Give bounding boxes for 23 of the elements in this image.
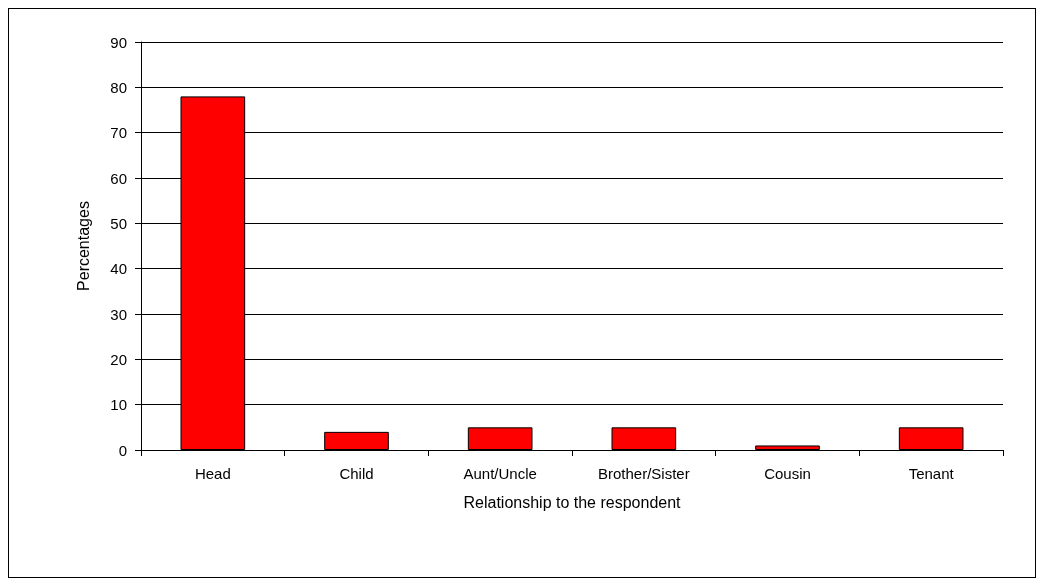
x-tick-label: Head: [194, 465, 231, 482]
bar: [755, 445, 820, 450]
y-tick-label: 20: [110, 350, 127, 368]
y-axis-title: Percentages: [74, 201, 92, 291]
x-tick-label: Brother/Sister: [597, 465, 690, 482]
x-axis-title: Relationship to the respondent: [463, 493, 682, 511]
bar: [898, 427, 964, 450]
y-tick-label: 60: [110, 169, 127, 187]
y-tick-label: 70: [110, 124, 127, 142]
x-tick-label: Cousin: [764, 465, 811, 482]
bar: [324, 431, 389, 450]
y-tick-label: 30: [110, 305, 127, 323]
x-tick-label: Child: [339, 465, 374, 482]
y-tick-label: 40: [110, 260, 127, 278]
x-tick-label: Aunt/Uncle: [463, 465, 537, 482]
y-tick-label: 90: [110, 33, 127, 51]
bar: [467, 427, 533, 450]
y-tick-label: 80: [110, 78, 127, 96]
bar: [611, 427, 677, 450]
y-tick-label: 0: [118, 441, 127, 459]
y-tick-label: 10: [110, 396, 127, 414]
x-tick-label: Tenant: [908, 465, 955, 482]
y-tick-label: 50: [110, 214, 127, 232]
